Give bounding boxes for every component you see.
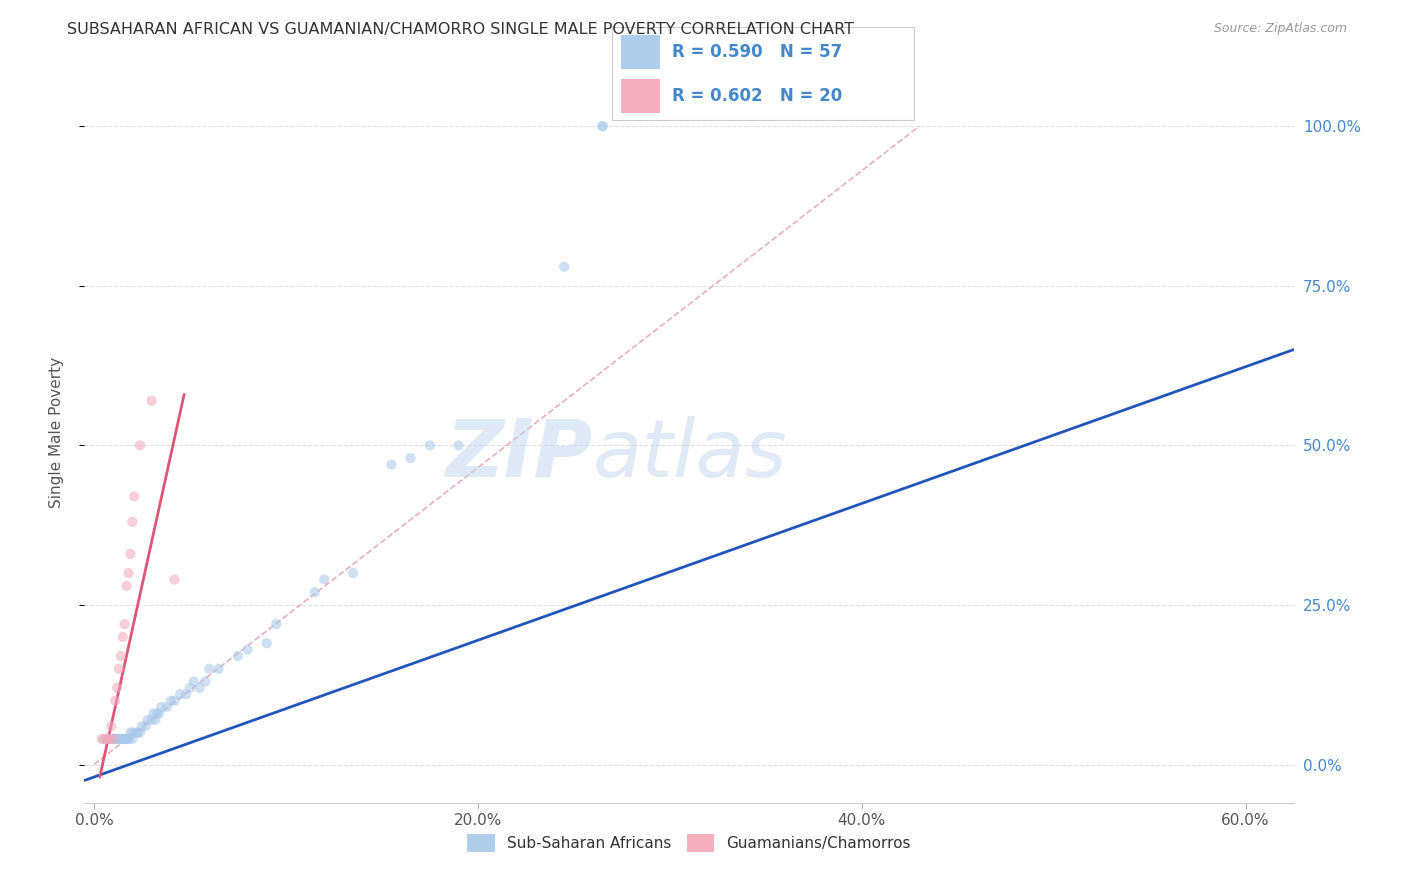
Point <box>111 731 134 746</box>
Point <box>110 731 132 746</box>
Point <box>100 719 122 733</box>
Point <box>120 725 142 739</box>
Point <box>188 681 211 695</box>
Point <box>226 648 249 663</box>
Point <box>104 731 127 746</box>
Text: SUBSAHARAN AFRICAN VS GUAMANIAN/CHAMORRO SINGLE MALE POVERTY CORRELATION CHART: SUBSAHARAN AFRICAN VS GUAMANIAN/CHAMORRO… <box>67 22 855 37</box>
Point <box>159 694 181 708</box>
Point <box>136 713 159 727</box>
Point <box>129 725 152 739</box>
Text: atlas: atlas <box>592 416 787 494</box>
Point <box>145 713 167 727</box>
Point <box>98 731 121 746</box>
Point <box>553 260 575 274</box>
Point <box>90 731 112 746</box>
Point <box>256 636 278 650</box>
Point <box>183 674 205 689</box>
Point <box>108 731 131 746</box>
Point <box>121 515 143 529</box>
Legend: Sub-Saharan Africans, Guamanians/Chamorros: Sub-Saharan Africans, Guamanians/Chamorr… <box>461 829 917 858</box>
Point <box>121 731 143 746</box>
Point <box>111 630 134 644</box>
Point <box>121 725 143 739</box>
Point <box>236 642 259 657</box>
Point <box>304 585 326 599</box>
Point <box>142 706 165 721</box>
Point <box>592 120 614 134</box>
Point <box>127 725 149 739</box>
Point <box>380 458 402 472</box>
Point <box>117 731 139 746</box>
Point <box>314 573 336 587</box>
Bar <box>620 79 659 113</box>
Point <box>105 731 128 746</box>
Point <box>399 451 422 466</box>
Point <box>342 566 364 580</box>
Point <box>101 731 124 746</box>
Point <box>135 719 157 733</box>
Point <box>101 731 124 746</box>
Point <box>111 731 134 746</box>
Point <box>100 731 122 746</box>
Point <box>98 731 121 746</box>
Point <box>163 573 186 587</box>
Point <box>156 700 179 714</box>
Y-axis label: Single Male Poverty: Single Male Poverty <box>49 357 63 508</box>
Bar <box>620 35 659 69</box>
Point <box>114 617 136 632</box>
Point <box>114 731 136 746</box>
Point <box>117 566 139 580</box>
Point <box>122 490 145 504</box>
Point <box>592 120 614 134</box>
Point <box>163 694 186 708</box>
Point <box>198 662 221 676</box>
Point <box>194 674 217 689</box>
Point <box>94 731 117 746</box>
Point <box>120 547 142 561</box>
Point <box>104 694 127 708</box>
Point <box>110 648 132 663</box>
Point <box>148 706 170 721</box>
Text: R = 0.602   N = 20: R = 0.602 N = 20 <box>672 87 842 105</box>
Point <box>101 731 124 746</box>
Point <box>208 662 231 676</box>
Point <box>93 731 115 746</box>
Point <box>96 731 118 746</box>
Point <box>150 700 173 714</box>
Point <box>129 438 152 452</box>
Point <box>266 617 288 632</box>
Point <box>141 393 163 408</box>
Point <box>108 662 131 676</box>
Point <box>117 731 139 746</box>
Text: Source: ZipAtlas.com: Source: ZipAtlas.com <box>1213 22 1347 36</box>
Point <box>115 579 138 593</box>
Point <box>169 687 191 701</box>
Point <box>419 438 441 452</box>
Point <box>105 681 128 695</box>
Point <box>108 731 131 746</box>
Text: ZIP: ZIP <box>444 416 592 494</box>
Point <box>115 731 138 746</box>
Text: R = 0.590   N = 57: R = 0.590 N = 57 <box>672 43 842 61</box>
Point <box>447 438 470 452</box>
Point <box>125 725 148 739</box>
Point <box>179 681 201 695</box>
Point <box>96 731 118 746</box>
Point <box>174 687 197 701</box>
Point <box>141 713 163 727</box>
Point <box>146 706 169 721</box>
Point <box>131 719 153 733</box>
